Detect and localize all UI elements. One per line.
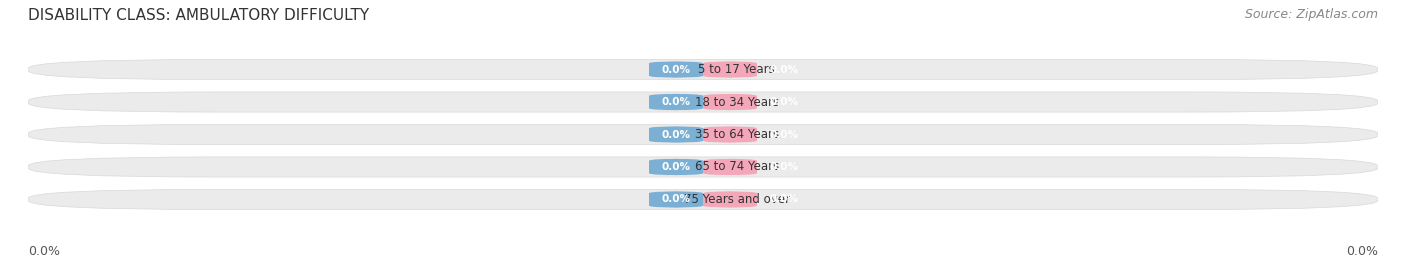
FancyBboxPatch shape (703, 158, 756, 175)
Text: 35 to 64 Years: 35 to 64 Years (695, 128, 779, 141)
FancyBboxPatch shape (28, 125, 1378, 144)
FancyBboxPatch shape (703, 61, 756, 78)
Text: 0.0%: 0.0% (661, 194, 690, 204)
FancyBboxPatch shape (650, 126, 703, 143)
Text: 5 to 17 Years: 5 to 17 Years (699, 63, 775, 76)
FancyBboxPatch shape (703, 126, 756, 143)
Text: Source: ZipAtlas.com: Source: ZipAtlas.com (1244, 8, 1378, 21)
Text: 0.0%: 0.0% (661, 97, 690, 107)
Text: 0.0%: 0.0% (661, 162, 690, 172)
Text: 0.0%: 0.0% (28, 245, 60, 258)
FancyBboxPatch shape (650, 158, 703, 175)
Text: 0.0%: 0.0% (661, 129, 690, 140)
Text: 0.0%: 0.0% (769, 65, 799, 75)
FancyBboxPatch shape (28, 189, 1378, 210)
FancyBboxPatch shape (650, 94, 703, 111)
Text: 0.0%: 0.0% (769, 97, 799, 107)
FancyBboxPatch shape (28, 157, 1378, 177)
Text: 0.0%: 0.0% (661, 65, 690, 75)
Text: 18 to 34 Years: 18 to 34 Years (695, 95, 779, 108)
Text: DISABILITY CLASS: AMBULATORY DIFFICULTY: DISABILITY CLASS: AMBULATORY DIFFICULTY (28, 8, 370, 23)
Text: 65 to 74 Years: 65 to 74 Years (695, 161, 779, 174)
Text: 75 Years and over: 75 Years and over (683, 193, 790, 206)
FancyBboxPatch shape (703, 191, 756, 208)
Text: 0.0%: 0.0% (769, 162, 799, 172)
Text: 0.0%: 0.0% (1346, 245, 1378, 258)
FancyBboxPatch shape (28, 92, 1378, 112)
FancyBboxPatch shape (650, 61, 703, 78)
FancyBboxPatch shape (703, 94, 756, 111)
Text: 0.0%: 0.0% (769, 129, 799, 140)
FancyBboxPatch shape (650, 191, 703, 208)
FancyBboxPatch shape (28, 59, 1378, 80)
Text: 0.0%: 0.0% (769, 194, 799, 204)
